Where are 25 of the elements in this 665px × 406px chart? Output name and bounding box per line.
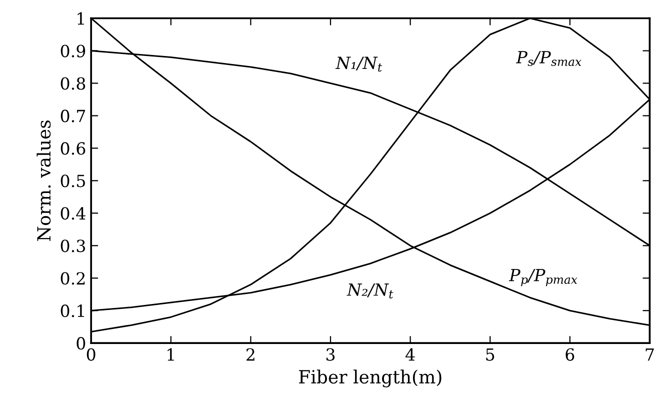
y-tick-label: 0.1 [60, 304, 84, 318]
x-tick-label: 3 [326, 348, 335, 361]
x-tick-label: 2 [246, 348, 254, 361]
series-label: P$_{s}$/P$_{smax}$ [516, 51, 582, 66]
x-tick-label: 4 [406, 348, 415, 361]
y-tick-label: 1 [78, 12, 84, 25]
y-tick-label: 0.6 [60, 142, 86, 155]
x-tick-label: 0 [86, 348, 96, 361]
x-axis-title: Fiber length(m) [299, 370, 442, 388]
x-tick-label: 6 [566, 348, 574, 361]
y-tick-label: 0.4 [60, 207, 86, 220]
y-axis-title: Norm. values [36, 120, 51, 241]
y-tick-label: 0.3 [60, 240, 86, 252]
x-tick-label: 1 [168, 348, 174, 361]
x-tick-label: 7 [646, 348, 654, 361]
y-tick-label: 0.9 [60, 44, 86, 58]
x-tick-label: 5 [486, 348, 494, 361]
series-label: N₁/N$_{t}$ [335, 56, 382, 72]
y-tick-label: 0.2 [60, 272, 85, 285]
y-tick-label: 0.5 [60, 174, 85, 188]
y-tick-label: 0.8 [60, 77, 86, 90]
y-tick-label: 0.7 [60, 110, 86, 122]
y-tick-label: 0 [76, 337, 86, 350]
series-label: N₂/N$_{t}$ [346, 284, 394, 298]
series-label: P$_{p}$/P$_{pmax}$ [508, 268, 578, 286]
